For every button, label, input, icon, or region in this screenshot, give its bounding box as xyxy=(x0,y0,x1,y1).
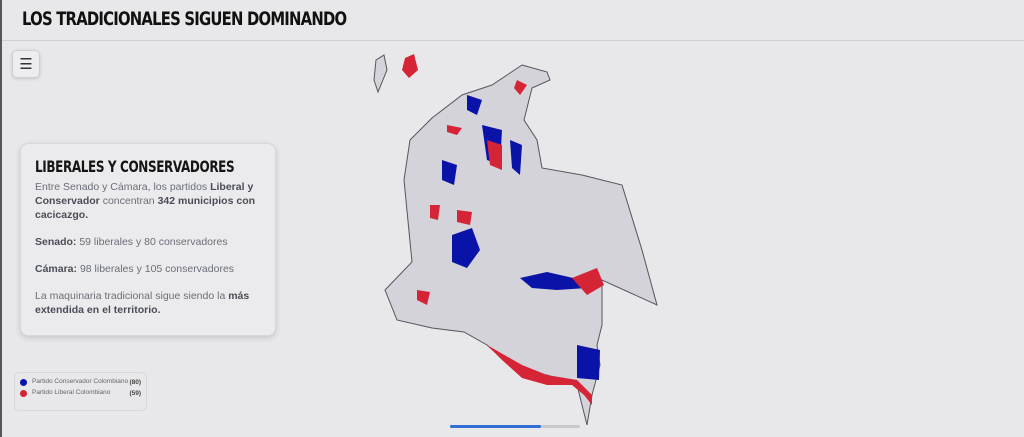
liberal-dot-icon xyxy=(20,389,27,397)
card-title: LIBERALES Y CONSERVADORES xyxy=(35,157,235,176)
conservador-dot-icon xyxy=(20,378,27,386)
san-andres-island xyxy=(373,54,388,94)
card-paragraph-4: La maquinaria tradicional sigue siendo l… xyxy=(35,290,250,316)
card-paragraph-senado: Senado: 59 liberales y 80 conservadores xyxy=(35,236,228,248)
menu-button[interactable]: ☰ xyxy=(12,50,40,78)
colombia-map[interactable] xyxy=(362,45,672,425)
legend-item-conservador: Partido Conservador Colombiano (80) xyxy=(20,378,141,386)
colombia-territory xyxy=(384,64,658,425)
progress-fill xyxy=(450,425,541,428)
info-card: LIBERALES Y CONSERVADORES Entre Senado y… xyxy=(20,143,276,336)
liberal-municipalities xyxy=(417,80,604,405)
conservador-municipalities xyxy=(442,95,600,380)
header: LOS TRADICIONALES SIGUEN DOMINANDO xyxy=(2,0,1024,41)
progress-bar xyxy=(450,425,580,428)
liberal-island xyxy=(402,54,418,78)
page-title: LOS TRADICIONALES SIGUEN DOMINANDO xyxy=(22,8,347,30)
hamburger-icon: ☰ xyxy=(19,56,33,73)
map-legend: Partido Conservador Colombiano (80) Part… xyxy=(14,372,147,411)
card-paragraph-1: Entre Senado y Cámara, los partidos Libe… xyxy=(35,181,256,221)
legend-item-liberal: Partido Liberal Colombiano (59) xyxy=(20,389,141,397)
card-paragraph-camara: Cámara: 98 liberales y 105 conservadores xyxy=(35,263,235,275)
